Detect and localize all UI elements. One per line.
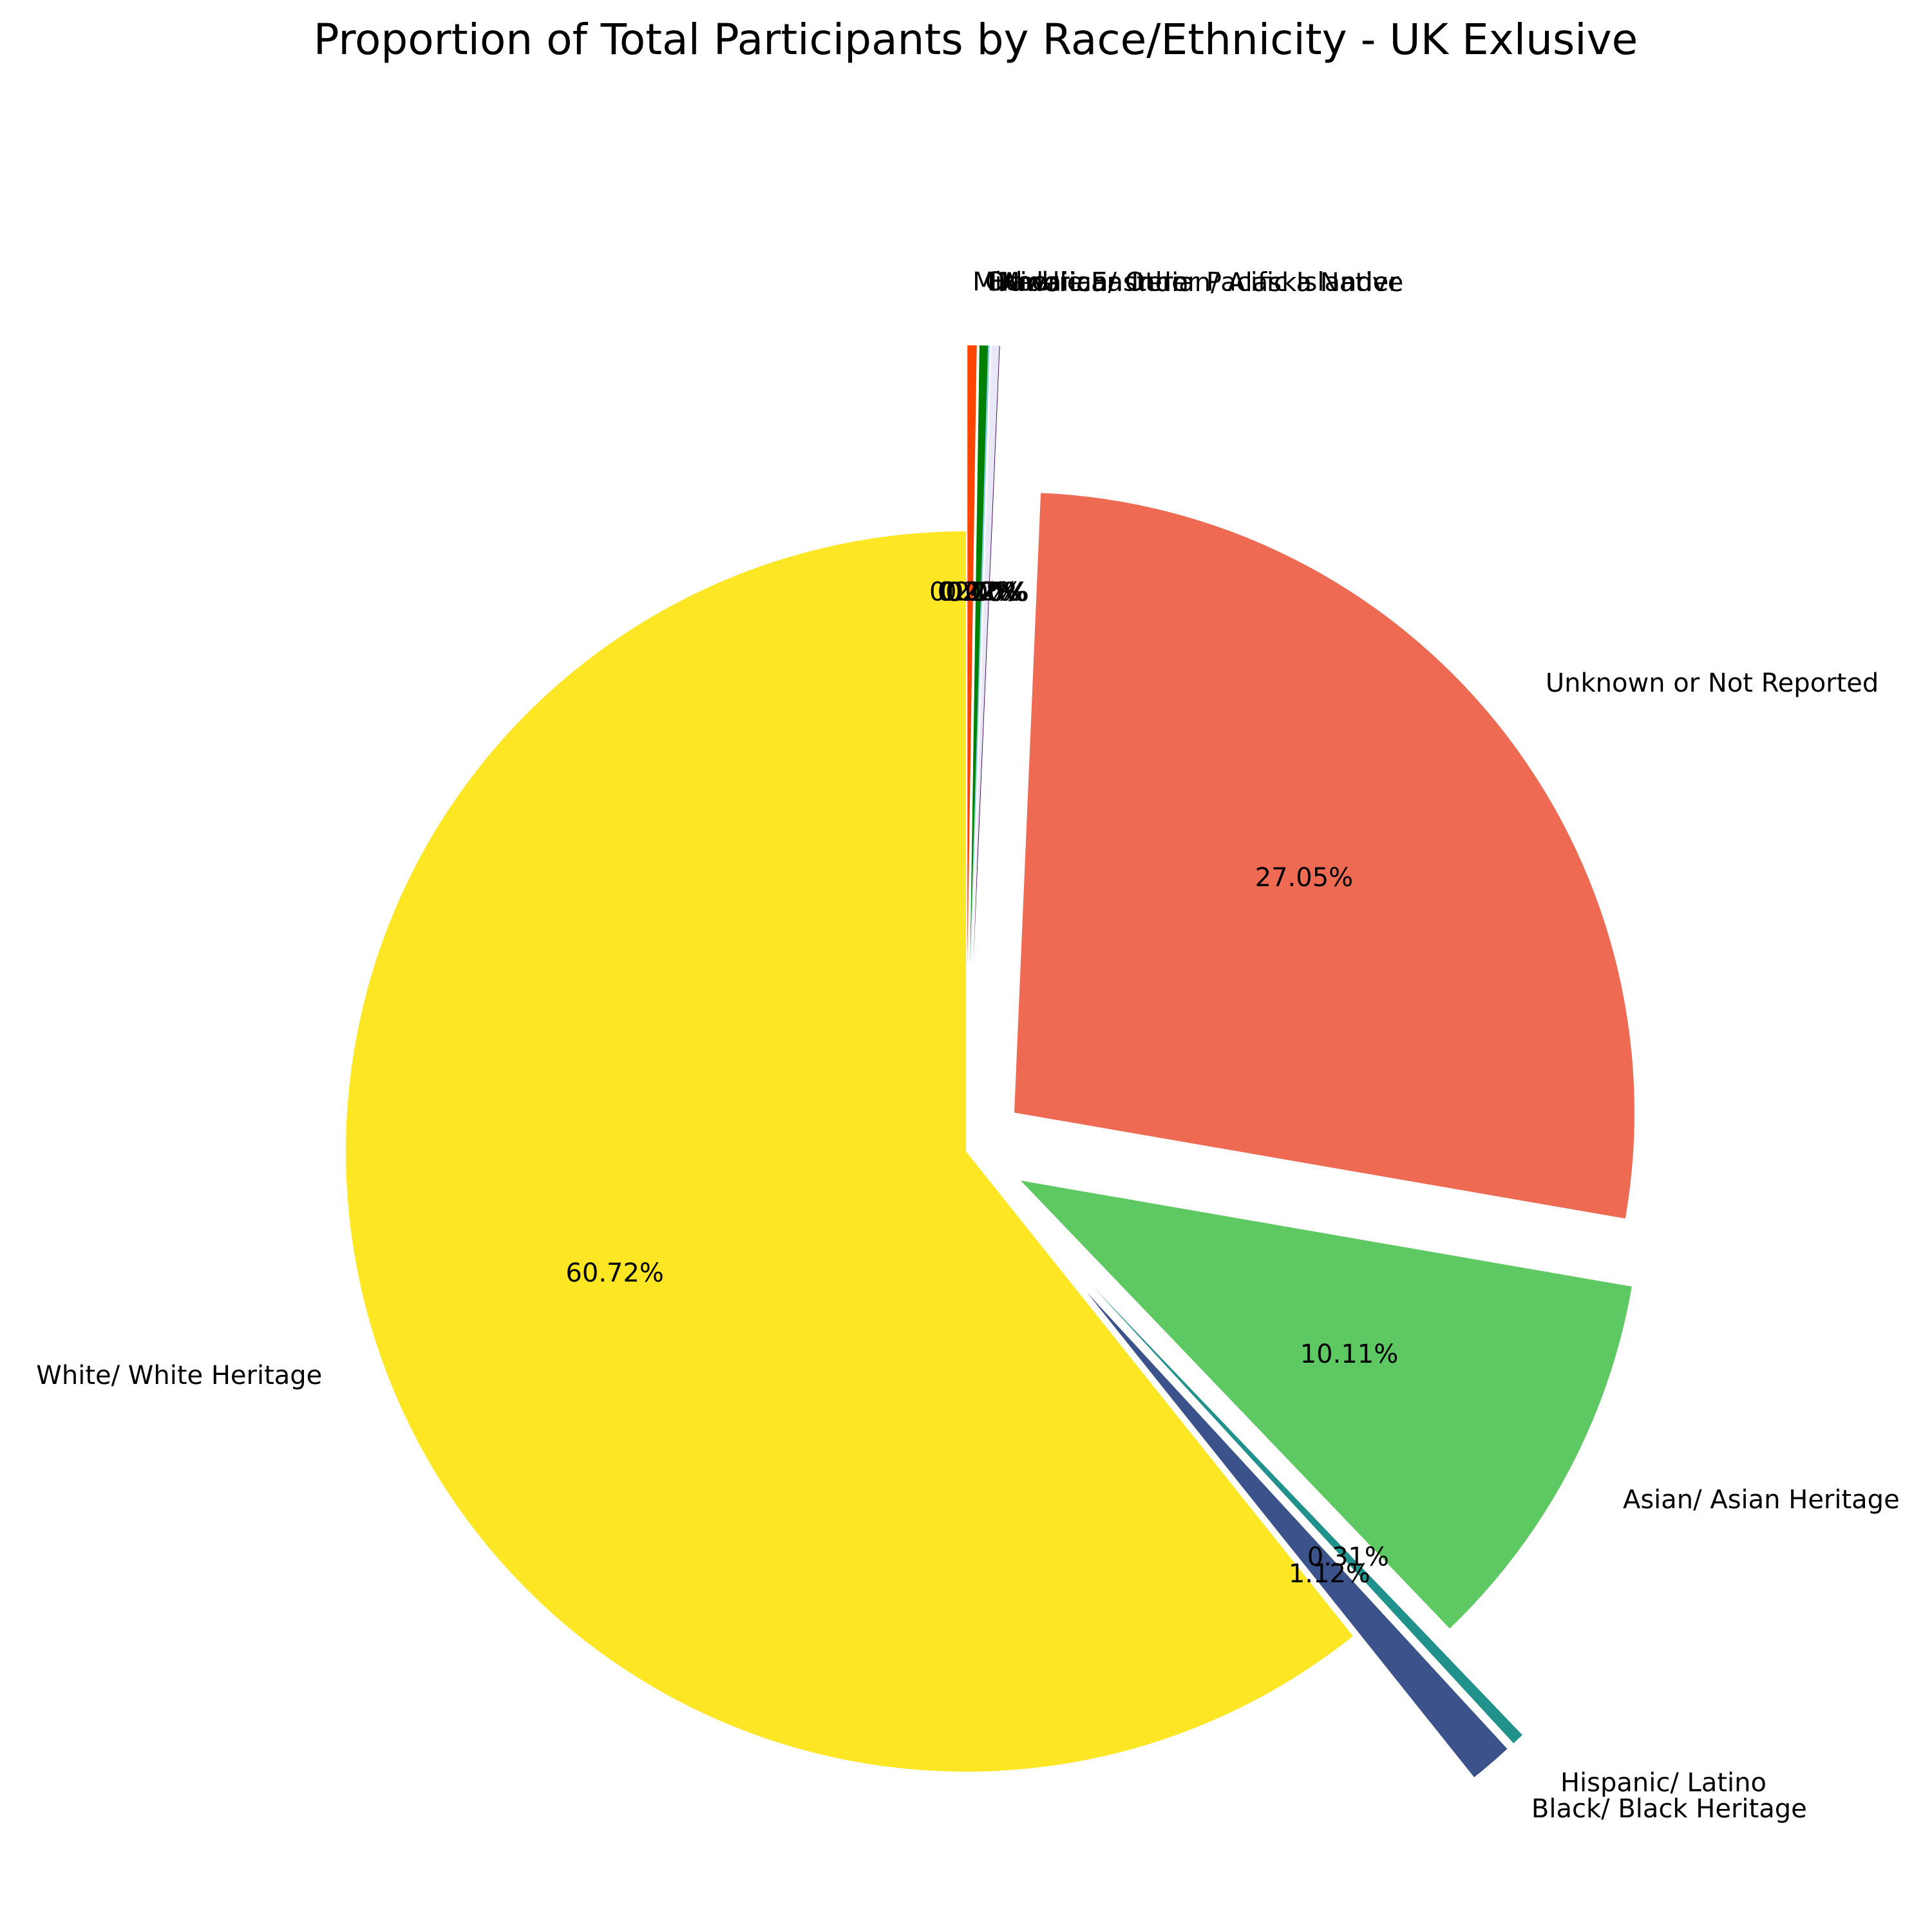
slice-label-unknown-or-not-reported: Unknown or Not Reported (1546, 668, 1879, 698)
pie-slices (345, 345, 1634, 1777)
slice-label-hispanic-latino: Hispanic/ Latino (1560, 1768, 1766, 1798)
slice-pct-middle-eastern: 0.20% (945, 578, 1027, 607)
slice-pct-other: 0.22% (938, 578, 1019, 607)
pie-slice-american-indian-alaska-native (973, 345, 1000, 966)
slice-label-black-black-heritage: Black/ Black Heritage (1531, 1794, 1807, 1824)
pie-slice-hispanic-latino (1093, 1287, 1522, 1743)
pie-slice-hawaiian-other-pacific-islander (971, 345, 990, 966)
slice-pct-american-indian-alaska-native: 0.00% (947, 578, 1029, 607)
pie-slice-asian-asian-heritage (1020, 1180, 1632, 1629)
slice-pct-hawaiian-other-pacific-islander: 0.02% (940, 578, 1022, 607)
slice-pct-asian-asian-heritage: 10.11% (1300, 1340, 1399, 1369)
slice-label-middle-eastern: Middle Eastern (998, 268, 1189, 298)
chart-title: Proportion of Total Participants by Race… (314, 15, 1638, 64)
pie-slice-other (970, 345, 989, 966)
pie-slice-black-black-heritage (1087, 1293, 1508, 1777)
pie-slice-mixed (967, 345, 977, 966)
pie-slice-white-white-heritage (345, 531, 1353, 1772)
slice-pct-black-black-heritage: 1.12% (1289, 1559, 1370, 1589)
slice-label-white-white-heritage: White/ White Heritage (36, 1361, 322, 1390)
slice-pct-hispanic-latino: 0.31% (1307, 1542, 1389, 1572)
slice-label-other: Other (985, 267, 1059, 297)
pie-slice-unknown-or-not-reported (1014, 493, 1634, 1219)
slice-label-hawaiian-other-pacific-islander: Hawaiian/ Other Pacific Islander (990, 267, 1400, 297)
slice-pct-unknown-or-not-reported: 27.05% (1255, 863, 1354, 893)
pie-labels: White/ White Heritage 60.72% Black/ Black … (36, 267, 1899, 1824)
slice-label-american-indian-alaska-native: American Indian/ Alaska Native (1000, 268, 1403, 298)
slice-pct-white-white-heritage: 60.72% (565, 1258, 664, 1288)
slice-pct-mixed: 0.24% (929, 577, 1011, 607)
slice-label-mixed: Mixed (972, 267, 1048, 297)
pie-slice-middle-eastern (972, 345, 999, 966)
slice-label-asian-asian-heritage: Asian/ Asian Heritage (1623, 1485, 1900, 1515)
